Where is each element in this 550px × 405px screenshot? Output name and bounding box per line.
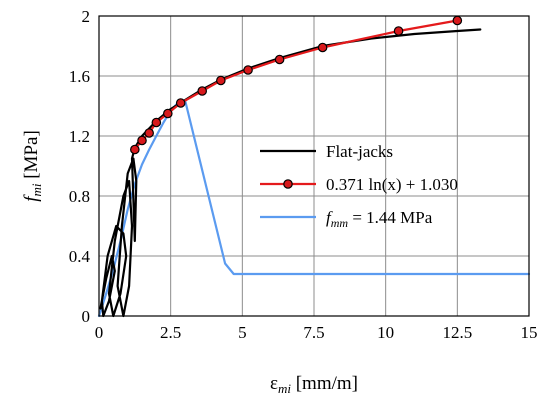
fit-marker [163,108,173,119]
legend-label-fit: 0.371 ln(x) + 1.030 [326,175,458,194]
x-axis-label: εmi [mm/m] [270,373,358,396]
y-tick-label: 0 [82,307,91,326]
fit-marker [274,54,285,65]
legend-marker-fit [283,179,293,189]
legend: Flat-jacks 0.371 ln(x) + 1.030 fmm = 1.4… [260,142,458,230]
x-tick-label: 5 [238,323,247,342]
fit-marker [317,42,328,53]
y-tick-label: 1.6 [69,67,90,86]
fit-marker [216,75,226,86]
y-tick-label: 0.4 [69,247,91,266]
series-fmm [97,98,531,318]
fit-marker [130,144,140,155]
fit-marker [393,26,404,36]
plot-frame [98,15,530,317]
fit-marker [137,135,147,146]
tick-labels: 0 2.5 5 7.5 10 12.5 15 0 0.4 0.8 1.2 1.6 2 [69,7,538,342]
y-tick-label: 2 [82,7,91,26]
fit-marker [197,86,207,96]
x-tick-label: 12.5 [442,323,472,342]
legend-label-flat-jacks: Flat-jacks [326,142,393,161]
fit-marker [144,128,154,138]
y-tick-label: 0.8 [69,187,90,206]
x-tick-label: 7.5 [303,323,324,342]
x-tick-label: 15 [521,323,538,342]
fit-marker [151,117,162,128]
fit-marker [175,98,186,108]
legend-label-fmm: fmm = 1.44 MPa [326,208,433,230]
fit-marker [452,15,463,26]
fit-marker [243,65,253,75]
x-tick-label: 2.5 [160,323,181,342]
y-tick-label: 1.2 [69,127,90,146]
series-layer [97,15,531,318]
x-tick-label: 0 [95,323,104,342]
x-tick-label: 10 [377,323,394,342]
y-axis-label: fmi [MPa] [21,130,44,202]
